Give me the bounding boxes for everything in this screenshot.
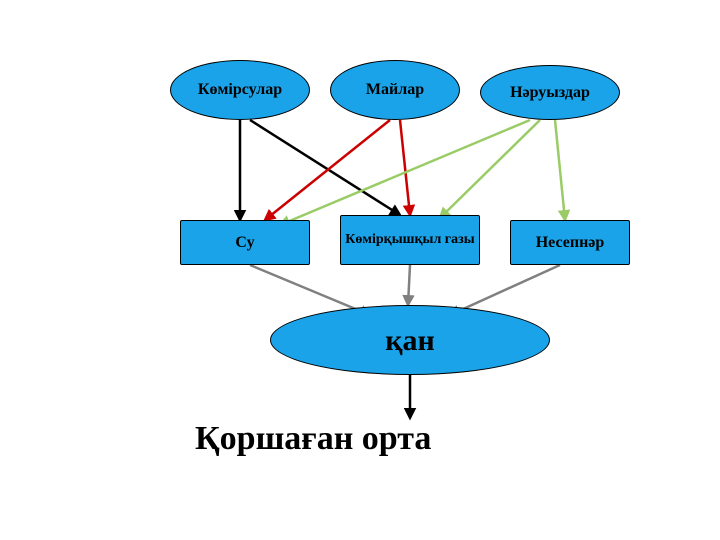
edge-8 xyxy=(408,265,410,305)
edge-6 xyxy=(555,120,565,220)
node-urea: Несепнәр xyxy=(510,220,630,265)
edge-3 xyxy=(400,120,410,215)
node-carbs: Көмірсулар xyxy=(170,60,310,120)
node-prot: Нәруыздар xyxy=(480,65,620,120)
node-fats: Майлар xyxy=(330,60,460,120)
edge-5 xyxy=(440,120,540,218)
node-water: Су xyxy=(180,220,310,265)
edge-4 xyxy=(280,120,530,225)
node-co2: Көмірқышқыл газы xyxy=(340,215,480,265)
node-blood: қан xyxy=(270,305,550,375)
edge-2 xyxy=(265,120,390,220)
bottom-text: Қоршаған орта xyxy=(195,420,431,458)
edge-1 xyxy=(250,120,400,215)
